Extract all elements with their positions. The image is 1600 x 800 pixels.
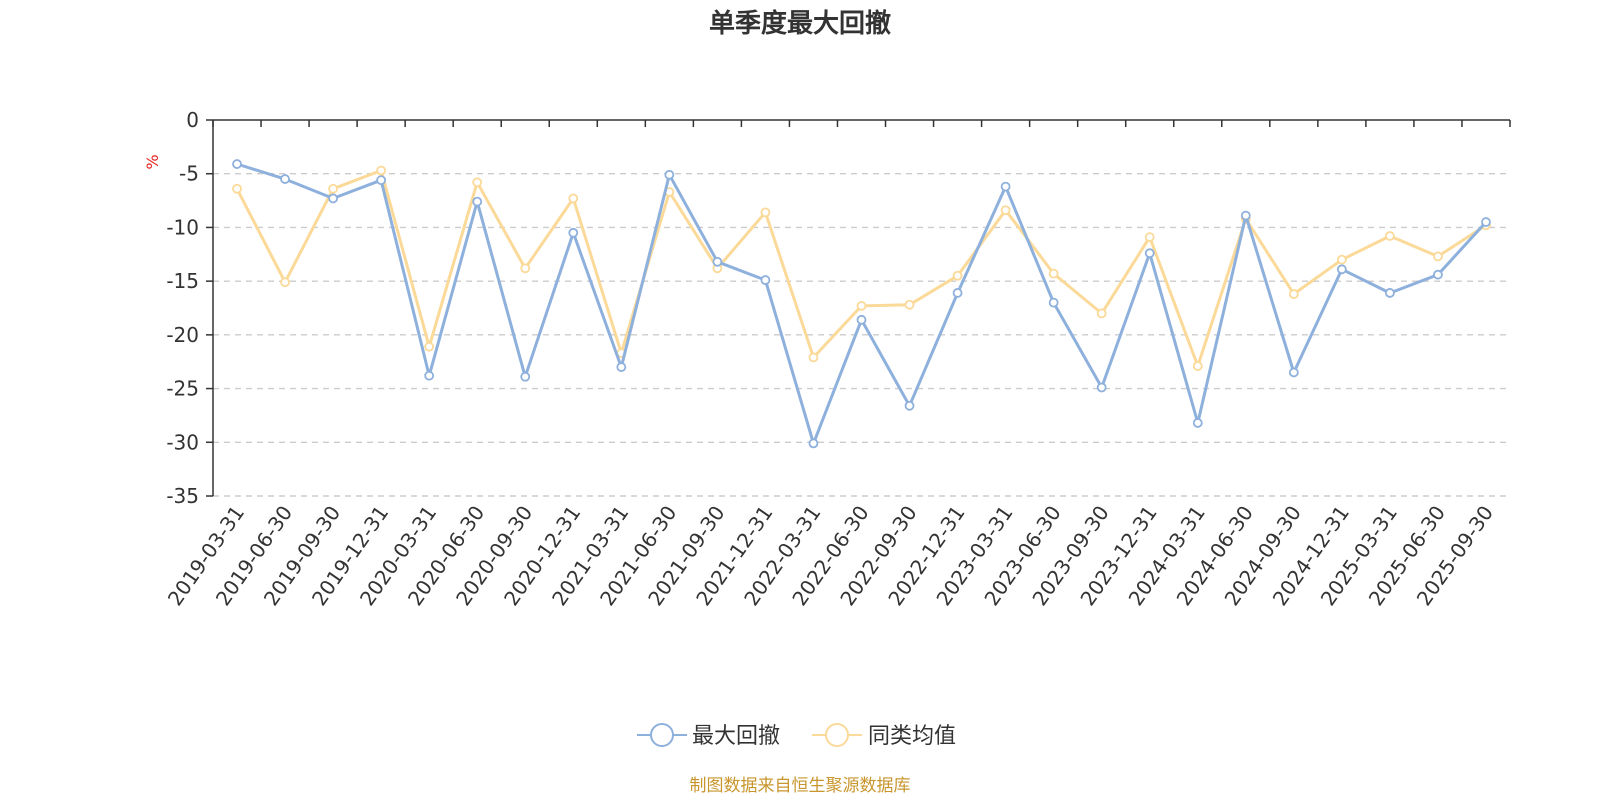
series-0-point-0 [232,159,242,169]
series-0-point-13 [856,314,867,325]
series-1-point-11 [760,207,771,218]
series-0-point-16 [1000,181,1011,192]
series-1-point-20 [1192,361,1203,371]
series-0-point-17 [1048,297,1059,308]
data-source-note: 制图数据来自恒生聚源数据库 [690,776,911,796]
y-tick-labels: 0 -5 -10 -15 -20 -25 -30 -35 [166,108,199,508]
series-0-point-14 [904,400,915,411]
series-0-point-10 [712,256,723,267]
y-tick-label-5: -25 [166,377,199,401]
series-1-point-0 [232,183,242,194]
y-tick-label-6: -30 [166,430,199,454]
legend-marker-1 [825,723,849,747]
series-0-point-15 [952,288,963,298]
series-1-point-1 [280,277,290,288]
series-0-point-23 [1336,264,1347,275]
series-0-point-20 [1192,418,1203,428]
series-0-point-6 [520,371,531,382]
series-1-point-6 [520,263,531,274]
series-1-point-4 [424,341,435,352]
series-1-point-12 [808,352,819,363]
series-0-point-9 [664,169,675,180]
series-1-point-2 [328,183,338,194]
y-tick-label-2: -10 [166,215,199,239]
series-0-point-5 [472,196,483,207]
grid-lines [213,173,1510,497]
series-1-point-5 [472,177,483,188]
legend-item-0[interactable]: 最大回撤 [637,723,780,749]
x-tick-labels: 2019-03-312019-06-302019-09-302019-12-31… [163,501,1498,610]
series-0-point-24 [1385,288,1395,298]
series-0-point-1 [280,174,290,184]
series-1-point-17 [1048,268,1059,279]
series-1-point-7 [568,193,579,204]
series-1-point-22 [1288,289,1299,299]
legend-marker-0 [650,723,674,747]
series-1-point-19 [1144,232,1155,242]
y-tick-label-4: -20 [166,323,199,347]
legend[interactable]: 最大回撤 同类均值 [637,723,956,749]
series-line-1 [235,169,1488,368]
y-tick-label-1: -5 [179,162,199,186]
legend-label-1: 同类均值 [868,724,956,749]
series-0-point-8 [616,362,627,372]
y-tick-label-3: -15 [166,269,199,293]
legend-label-0: 最大回撤 [692,724,780,749]
series-0-point-12 [808,438,819,449]
series-0-point-18 [1096,382,1107,393]
series-1-point-13 [856,300,867,311]
chart-title: 单季度最大回撤 [709,8,891,39]
series-0-point-4 [424,370,435,381]
series-0-point-25 [1433,269,1443,280]
series-0-point-11 [760,275,771,285]
series-1-point-14 [904,299,915,310]
series-1-point-23 [1336,254,1347,265]
series-1-point-3 [376,165,387,176]
series-0 [232,159,1491,449]
series-1-point-16 [1000,205,1011,216]
series-1-point-25 [1433,251,1443,262]
series-0-point-3 [376,175,387,186]
series-0-point-2 [328,193,338,204]
series-1-point-24 [1385,231,1395,241]
series-0-point-19 [1144,248,1155,259]
axes [206,119,1511,497]
series-1-point-15 [952,270,963,281]
y-tick-label-0: 0 [186,108,199,132]
series-1-point-18 [1096,308,1107,319]
series-0-point-7 [568,227,579,238]
y-tick-label-7: -35 [166,484,199,508]
series-lines [232,159,1491,449]
legend-item-1[interactable]: 同类均值 [812,723,956,749]
series-0-point-21 [1240,210,1251,221]
series-0-point-26 [1481,217,1491,227]
y-axis-unit-label: % [143,154,162,169]
series-0-point-22 [1288,367,1299,378]
